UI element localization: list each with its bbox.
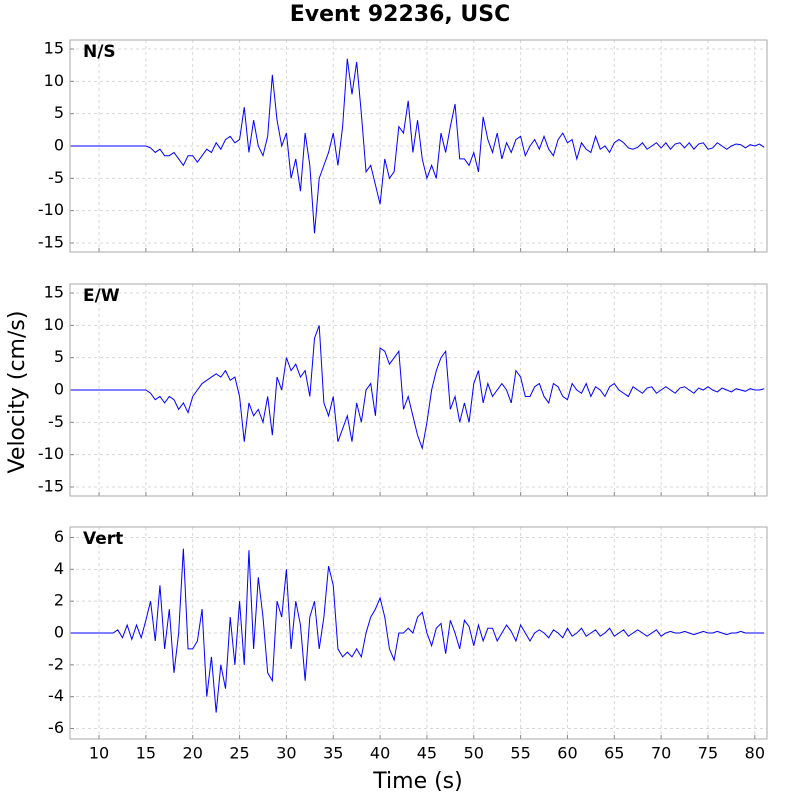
y-tick-label: -5 [48,412,64,431]
y-tick-label: -15 [38,476,64,495]
y-tick-label: -6 [48,718,64,737]
waveform-line [70,548,765,713]
x-tick-label: 65 [604,744,624,763]
x-tick-label: 30 [276,744,296,763]
x-tick-label: 80 [745,744,765,763]
trace-label: E/W [83,286,120,306]
trace-label: Vert [83,529,123,549]
y-tick-label: 0 [54,380,64,399]
x-tick-label: 10 [89,744,109,763]
y-tick-label: 0 [54,136,64,155]
y-axis-label: Velocity (cm/s) [5,311,30,474]
figure-title: Event 92236, USC [290,2,511,27]
y-tick-label: 6 [54,527,64,546]
y-tick-label: 4 [54,559,64,578]
y-tick-label: 2 [54,591,64,610]
x-tick-label: 20 [183,744,203,763]
y-tick-label: 15 [44,39,64,58]
y-tick-label: -15 [38,232,64,251]
y-tick-label: 15 [44,283,64,302]
x-tick-label: 15 [136,744,156,763]
y-tick-label: -10 [38,200,64,219]
x-tick-label: 50 [464,744,484,763]
y-tick-label: -2 [48,654,64,673]
y-tick-label: 0 [54,623,64,642]
plot-frame [69,39,768,253]
x-tick-label: 40 [370,744,390,763]
y-tick-label: -4 [48,686,64,705]
x-tick-label: 60 [557,744,577,763]
plot-frame [69,526,768,740]
x-axis-label: Time (s) [372,769,462,794]
plot-frame [69,283,768,497]
x-tick-label: 55 [510,744,530,763]
y-tick-label: 10 [44,315,64,334]
trace-label: N/S [83,42,116,62]
x-tick-label: 45 [417,744,437,763]
y-tick-label: 10 [44,71,64,90]
x-tick-label: 70 [651,744,671,763]
waveform-line [70,58,765,234]
x-tick-label: 35 [323,744,343,763]
waveform-line [70,325,765,451]
y-tick-label: -10 [38,444,64,463]
x-tick-label: 75 [698,744,718,763]
y-tick-label: 5 [54,103,64,122]
y-tick-label: 5 [54,347,64,366]
y-tick-label: -5 [48,168,64,187]
x-tick-label: 25 [229,744,249,763]
